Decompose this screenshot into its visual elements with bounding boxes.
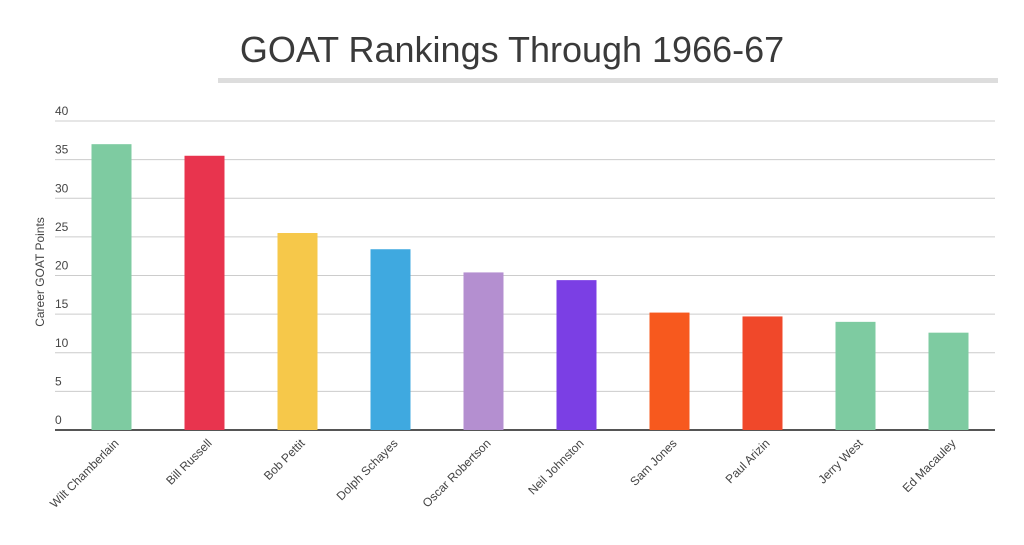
bar (184, 155, 225, 430)
bar (928, 332, 969, 430)
y-tick-label: 0 (55, 413, 62, 427)
y-tick-label: 40 (55, 104, 69, 118)
y-tick-label: 15 (55, 297, 69, 311)
y-tick-label: 25 (55, 220, 69, 234)
bar (649, 312, 690, 430)
bar (91, 144, 132, 431)
y-tick-label: 30 (55, 181, 69, 195)
y-tick-label: 5 (55, 374, 62, 388)
bar (742, 316, 783, 430)
bar (370, 249, 411, 430)
bar (556, 280, 597, 430)
bar (277, 233, 318, 430)
y-tick-label: 20 (55, 259, 69, 273)
y-tick-label: 10 (55, 336, 69, 350)
bar (835, 321, 876, 430)
y-axis-label: Career GOAT Points (33, 217, 47, 327)
y-tick-label: 35 (55, 143, 69, 157)
title-rule (218, 78, 998, 83)
chart-title: GOAT Rankings Through 1966-67 (240, 29, 784, 70)
bar (463, 272, 504, 430)
